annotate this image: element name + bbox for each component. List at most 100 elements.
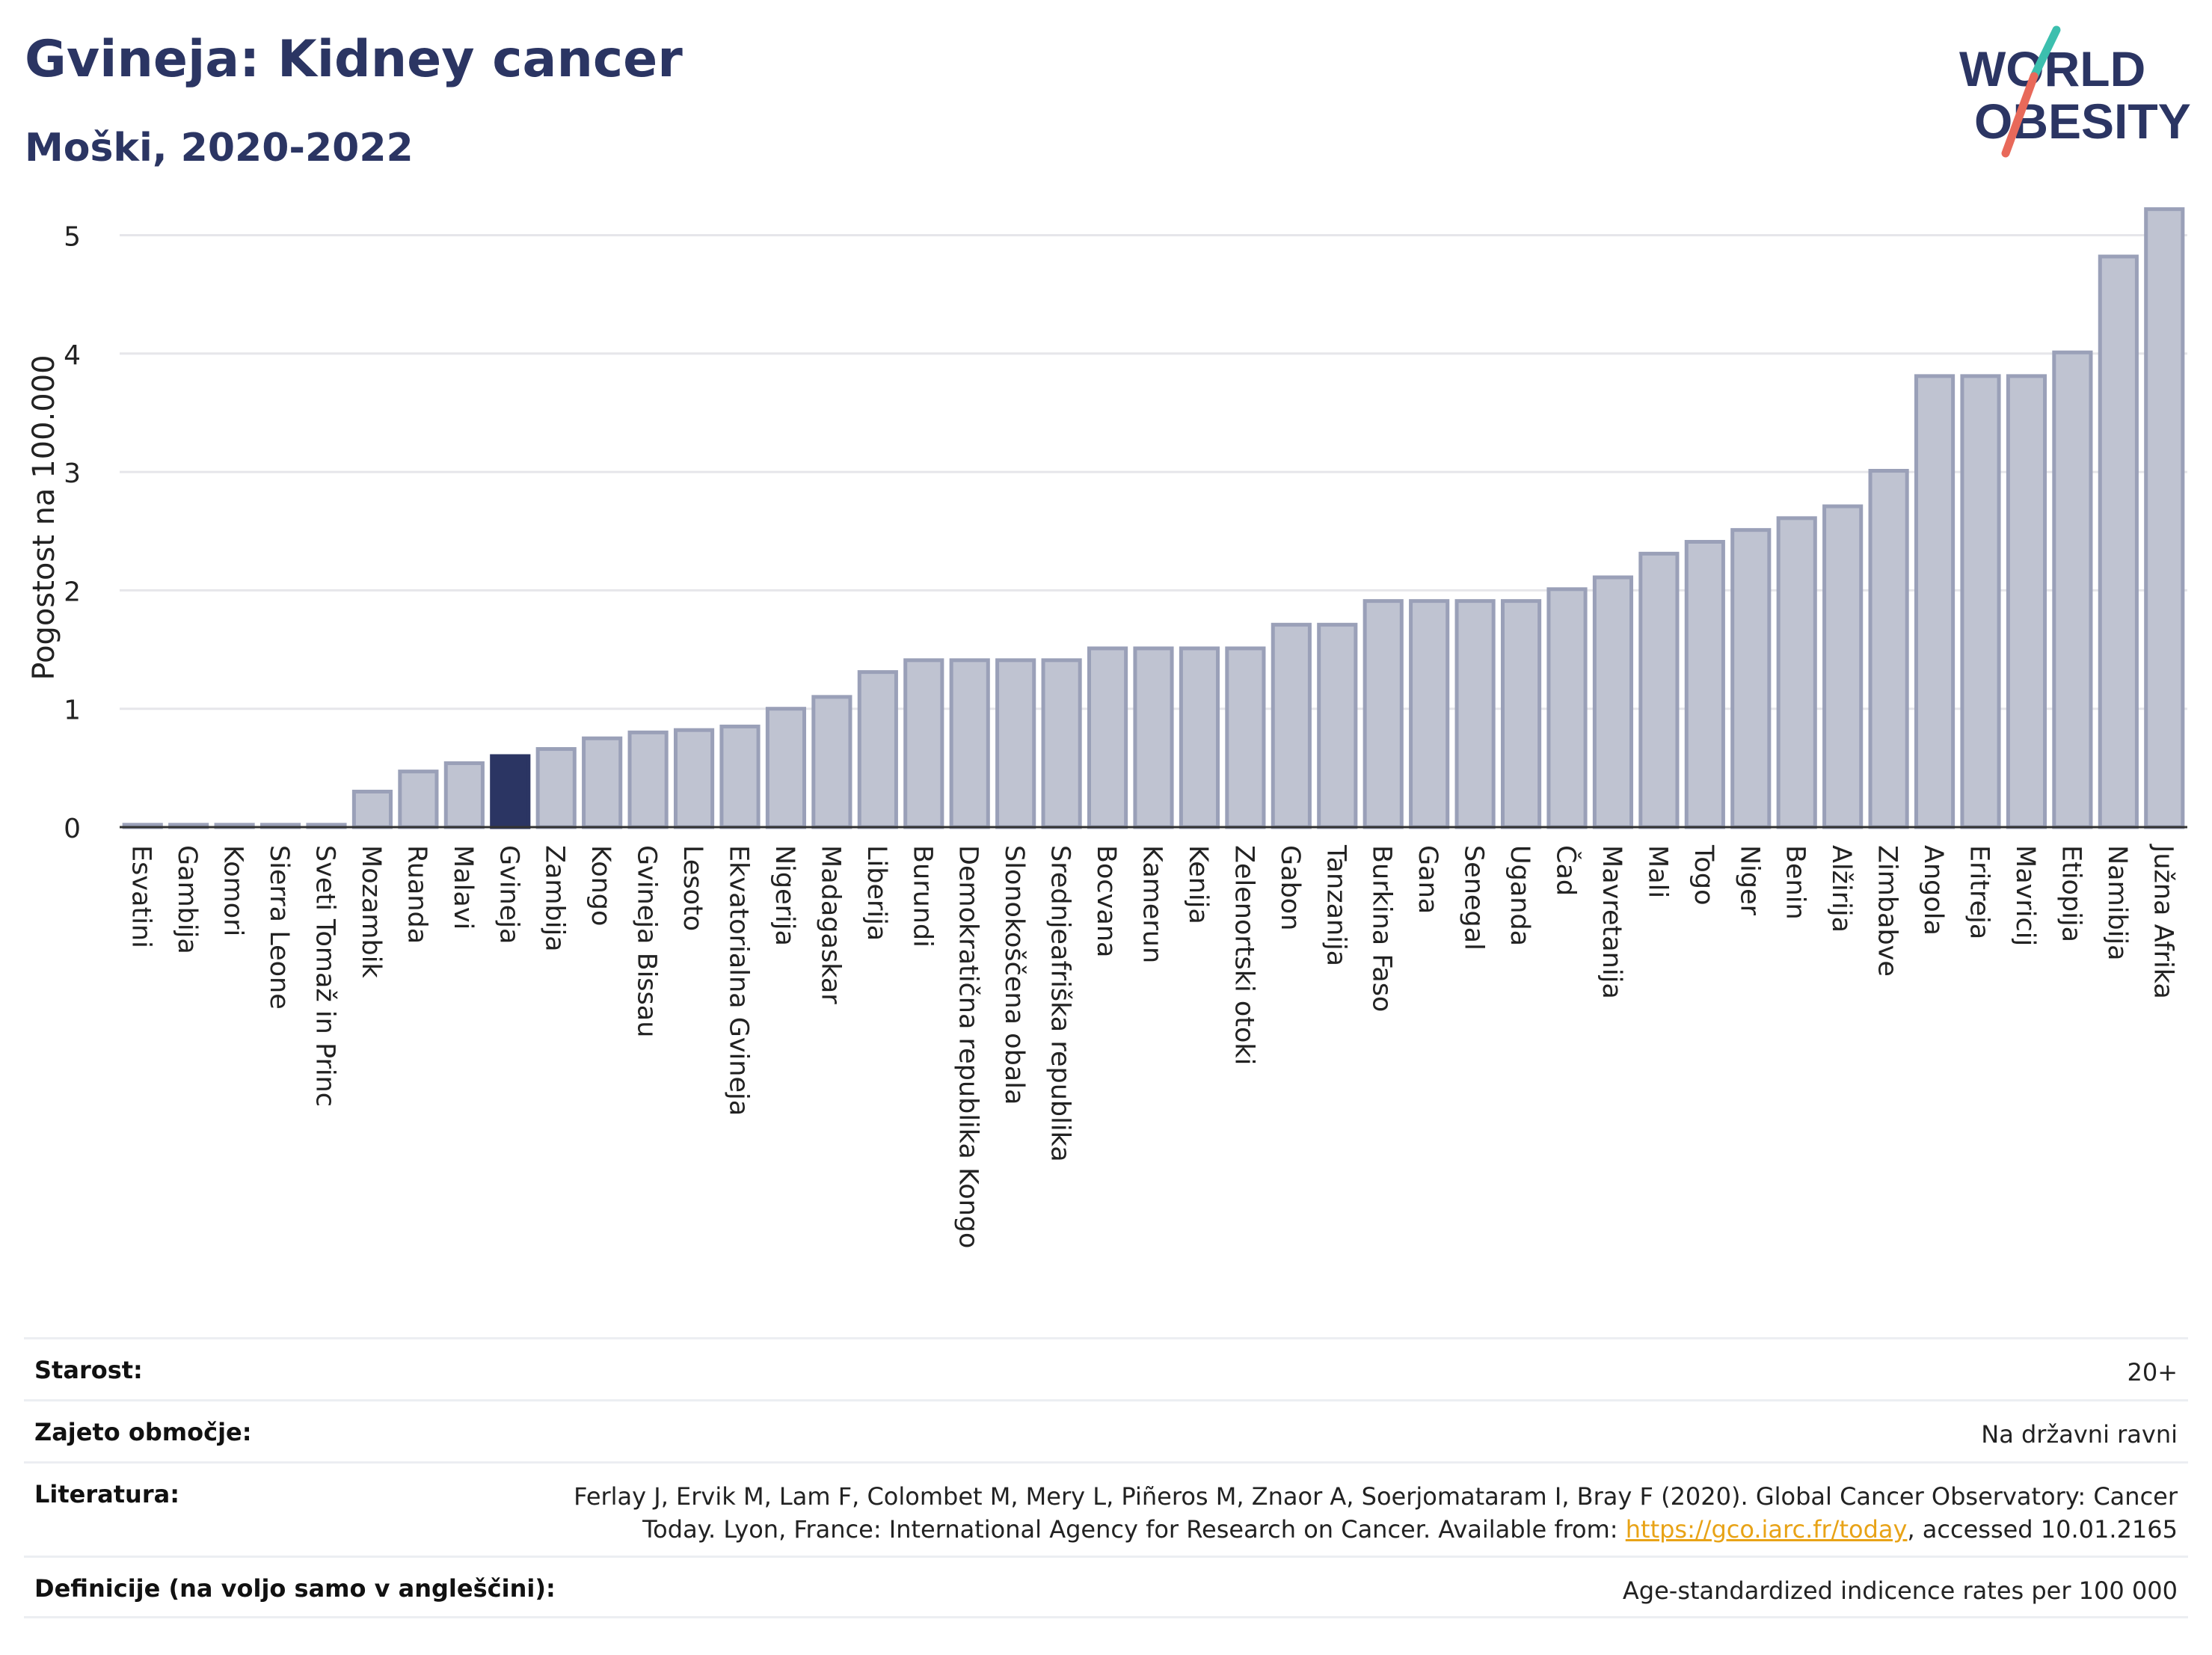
bar-alžirija [1822,504,1864,829]
bar-ruanda [398,770,439,829]
y-tick-label: 1 [64,696,81,726]
x-tick-label: Uganda [1505,845,1534,946]
y-tick-label: 3 [64,458,81,489]
x-tick-label: Bocvana [1091,845,1121,957]
x-tick-label: Eritreja [1964,845,1994,939]
bar-bocvana [1087,646,1128,829]
logo-line1: WORLD [1959,41,2145,96]
definitions-label: Definicije (na voljo samo v angleščini): [34,1574,556,1603]
logo-slash-teal [2030,25,2061,81]
info-table: Starost: 20+ Zajeto območje: Na državni … [24,1337,2188,1618]
x-tick-label: Benin [1781,845,1810,920]
literature-value: Ferlay J, Ervik M, Lam F, Colombet M, Me… [574,1480,2178,1546]
coverage-value: Na državni ravni [1981,1420,2178,1449]
info-row-definitions: Definicije (na voljo samo v angleščini):… [24,1556,2188,1618]
bar-eritreja [1960,374,2001,829]
bar-benin [1776,516,1817,829]
x-tick-label: Ruanda [402,845,431,944]
x-tick-label: Etiopija [2056,845,2086,942]
x-tick-label: Južna Afrika [2148,844,2178,999]
bar-demokratična-republika-kongo [949,658,990,829]
info-row-literature: Literatura: Ferlay J, Ervik M, Lam F, Co… [24,1461,2188,1556]
x-tick-label: Komori [218,845,248,936]
definitions-value: Age-standardized indicence rates per 100… [1622,1576,2178,1605]
y-axis-ticks: 0 1 2 3 4 5 [64,221,81,844]
x-tick-label: Lesoto [678,845,707,931]
bar-uganda [1500,599,1542,829]
x-tick-label: Niger [1734,845,1764,916]
bar-kenija [1179,646,1220,829]
x-tick-label: Gabon [1275,845,1305,930]
age-label: Starost: [34,1356,143,1384]
chart-title: Gvineja: Kidney cancer [25,30,683,89]
bar-burkina-faso [1362,599,1404,829]
bar-mali [1638,551,1680,829]
coverage-label: Zajeto območje: [34,1418,252,1446]
info-row-age: Starost: 20+ [24,1337,2188,1399]
bar-ekvatorialna-gvineja [719,724,761,829]
y-tick-label: 2 [64,577,81,607]
x-tick-label: Namibija [2102,845,2132,961]
bar-kongo [582,736,623,829]
bar-srednjeafriška-republika [1041,658,1082,829]
info-row-coverage: Zajeto območje: Na državni ravni [24,1399,2188,1461]
literature-line2-post: , accessed 10.01.2165 [1907,1515,2178,1544]
x-tick-label: Tanzanija [1321,844,1351,966]
y-axis-label: Pogostost na 100.000 [27,354,61,680]
bar-chart: 0 1 2 3 4 5 Esvatini Gambija Komori Sierra Leone… [27,207,2187,1248]
x-tick-label: Nigerija [769,845,799,946]
bar-zelenortski-otoki [1225,646,1266,829]
x-tick-label: Burkina Faso [1367,845,1397,1012]
x-tick-label: Gvineja Bissau [632,845,662,1037]
x-tick-label: Gana [1413,845,1443,914]
logo-slash-red [2001,72,2039,158]
x-tick-label: Kongo [586,845,615,926]
bar-slonokoščena-obala [995,658,1036,829]
literature-label: Literatura: [34,1480,179,1508]
bar-madagaskar [811,695,852,829]
bar-kamerun [1133,646,1174,829]
bar-gana [1409,599,1450,829]
world-obesity-logo: WORLD OBESITY [1959,25,2191,158]
bar-zimbabve [1868,469,1909,829]
bar-togo [1684,539,1725,829]
bar-lesoto [673,728,715,829]
x-tick-label: Čad [1551,845,1582,896]
x-tick-label: Senegal [1459,845,1489,951]
literature-line2-pre: Today. Lyon, France: International Agenc… [642,1515,1626,1544]
x-axis-labels: Esvatini Gambija Komori Sierra Leone Sveti T… [126,844,2178,1248]
x-tick-label: Demokratična republika Kongo [953,845,983,1248]
bar-južna-afrika [2144,207,2185,829]
x-tick-label: Madagaskar [815,845,845,1004]
bar-angola [1914,374,1956,829]
x-tick-label: Esvatini [126,845,156,948]
bar-gvineja [490,754,531,829]
bar-gvineja-bissau [627,730,669,829]
bar-mavretanija [1592,575,1634,829]
chart-subtitle: Moški, 2020-2022 [25,126,414,171]
literature-link[interactable]: https://gco.iarc.fr/today [1625,1515,1908,1544]
y-tick-label: 4 [64,340,81,371]
bars [120,207,2187,829]
bar-namibija [2098,254,2139,829]
y-tick-label: 5 [64,221,81,252]
x-tick-label: Zambija [540,845,570,952]
bar-zambija [535,747,577,829]
x-tick-label: Mavretanija [1597,845,1626,999]
x-tick-label: Togo [1689,844,1718,905]
bar-etiopija [2052,350,2093,829]
x-tick-label: Mavricij [2010,845,2040,946]
y-tick-label: 0 [64,814,81,844]
bar-niger [1730,528,1772,829]
bar-senegal [1454,599,1496,829]
bar-gabon [1271,622,1312,829]
x-tick-label: Mali [1642,845,1672,898]
x-tick-label: Kenija [1183,845,1213,924]
x-tick-label: Ekvatorialna Gvineja [724,845,754,1116]
bar-liberija [857,670,898,829]
x-tick-label: Srednjeafriška republika [1045,845,1075,1162]
bar-tanzanija [1317,622,1358,829]
bar-malavi [443,761,485,829]
bar-nigerija [765,707,807,829]
x-tick-label: Alžirija [1826,845,1856,933]
